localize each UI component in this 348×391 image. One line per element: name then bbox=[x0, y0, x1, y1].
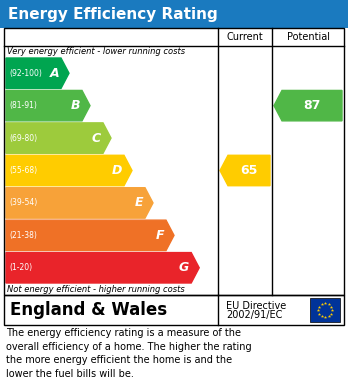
Text: (81-91): (81-91) bbox=[9, 101, 37, 110]
Polygon shape bbox=[6, 155, 132, 186]
Polygon shape bbox=[6, 90, 90, 121]
Text: 2002/91/EC: 2002/91/EC bbox=[226, 310, 282, 320]
Text: D: D bbox=[112, 164, 122, 177]
Polygon shape bbox=[6, 123, 111, 153]
Text: Energy Efficiency Rating: Energy Efficiency Rating bbox=[8, 7, 218, 22]
Polygon shape bbox=[274, 90, 342, 121]
Text: England & Wales: England & Wales bbox=[10, 301, 167, 319]
Text: C: C bbox=[92, 131, 101, 145]
Text: The energy efficiency rating is a measure of the
overall efficiency of a home. T: The energy efficiency rating is a measur… bbox=[6, 328, 252, 379]
Text: Not energy efficient - higher running costs: Not energy efficient - higher running co… bbox=[7, 285, 185, 294]
Bar bbox=[310, 298, 340, 322]
Polygon shape bbox=[6, 220, 174, 251]
Text: (1-20): (1-20) bbox=[9, 263, 32, 272]
Text: A: A bbox=[49, 67, 59, 80]
Text: G: G bbox=[179, 261, 189, 274]
Polygon shape bbox=[220, 155, 270, 186]
Text: EU Directive: EU Directive bbox=[226, 301, 286, 311]
Text: (69-80): (69-80) bbox=[9, 134, 37, 143]
Text: B: B bbox=[71, 99, 80, 112]
Text: (55-68): (55-68) bbox=[9, 166, 37, 175]
Text: Potential: Potential bbox=[286, 32, 330, 42]
Bar bbox=[4, 28, 344, 295]
Text: (39-54): (39-54) bbox=[9, 198, 37, 208]
Text: Current: Current bbox=[227, 32, 263, 42]
Text: (21-38): (21-38) bbox=[9, 231, 37, 240]
Text: Very energy efficient - lower running costs: Very energy efficient - lower running co… bbox=[7, 47, 185, 56]
Polygon shape bbox=[6, 253, 199, 283]
Text: F: F bbox=[156, 229, 164, 242]
Text: 65: 65 bbox=[240, 164, 258, 177]
Text: 87: 87 bbox=[303, 99, 321, 112]
Text: (92-100): (92-100) bbox=[9, 69, 42, 78]
Polygon shape bbox=[6, 58, 69, 88]
Bar bbox=[0, 0, 348, 28]
Bar bbox=[4, 295, 344, 325]
Text: E: E bbox=[134, 196, 143, 210]
Polygon shape bbox=[6, 188, 153, 218]
